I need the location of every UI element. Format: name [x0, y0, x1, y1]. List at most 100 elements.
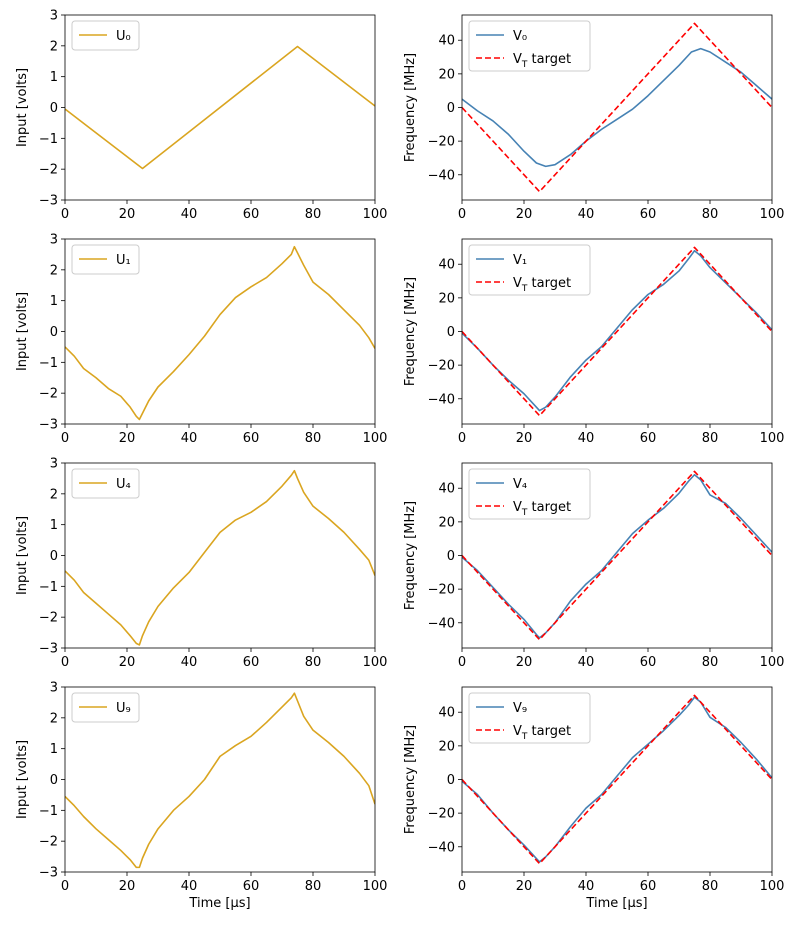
- y-tick-label: 3: [50, 681, 58, 696]
- y-tick-label: 40: [438, 482, 455, 497]
- y-tick-label: −40: [428, 168, 455, 183]
- x-tick-label: 100: [760, 431, 785, 446]
- panel-u1: 0 20 40 60 80 100 −3 −2 −1 0 1 2 3 Input [volts] U₁: [15, 233, 387, 447]
- y-tick-label: −1: [39, 356, 58, 371]
- y-tick-label: 0: [447, 773, 455, 788]
- x-axis-label: Time [μs]: [585, 896, 647, 911]
- y-tick-label: −1: [39, 580, 58, 595]
- x-tick-label: 100: [363, 431, 388, 446]
- legend: U₉: [71, 692, 140, 723]
- x-tick-label: 0: [458, 207, 466, 222]
- legend: V₁ VT target: [468, 244, 591, 296]
- y-axis-label: Frequency [MHz]: [403, 53, 418, 162]
- legend: U₄: [71, 468, 140, 499]
- y-axis-label: Input [volts]: [15, 516, 30, 595]
- x-tick-label: 100: [760, 655, 785, 670]
- y-tick-label: 0: [50, 101, 58, 116]
- y-tick-label: 0: [50, 773, 58, 788]
- x-tick-label: 20: [119, 655, 136, 670]
- x-tick-label: 80: [702, 879, 719, 894]
- y-tick-label: −40: [428, 616, 455, 631]
- y-tick-label: 1: [50, 742, 58, 757]
- x-tick-label: 100: [363, 655, 388, 670]
- y-tick-label: 40: [438, 34, 455, 49]
- panel-u0: 0 20 40 60 80 100 −3 −2 −1 0 1 2 3 Input [volts] U₀: [15, 9, 387, 223]
- y-tick-label: 0: [50, 325, 58, 340]
- y-tick-label: 2: [50, 711, 58, 726]
- legend-label: V₁: [513, 253, 527, 268]
- panel-u4: 0 20 40 60 80 100 −3 −2 −1 0 1 2 3 Input [volts] U₄: [15, 457, 387, 671]
- x-tick-label: 0: [61, 431, 69, 446]
- y-tick-label: 3: [50, 457, 58, 472]
- x-tick-label: 100: [760, 207, 785, 222]
- x-tick-label: 0: [61, 879, 69, 894]
- series-line-v0-1: [462, 22, 772, 193]
- x-tick-label: 80: [305, 207, 322, 222]
- legend-label: VT target: [513, 724, 571, 742]
- legend-label: V₄: [513, 477, 527, 492]
- legend-label: U₄: [116, 477, 131, 492]
- series-line-v1-0: [462, 249, 772, 412]
- x-tick-label: 40: [578, 207, 595, 222]
- legend-label: VT target: [513, 52, 571, 70]
- series-line-v9-1: [462, 694, 772, 865]
- x-tick-label: 20: [516, 207, 533, 222]
- series-line-v4-1: [462, 470, 772, 641]
- y-axis-label: Frequency [MHz]: [403, 277, 418, 386]
- y-tick-label: −3: [39, 194, 58, 209]
- x-tick-label: 20: [516, 655, 533, 670]
- x-tick-label: 20: [119, 879, 136, 894]
- x-tick-label: 80: [702, 655, 719, 670]
- y-tick-label: 40: [438, 258, 455, 273]
- series-line-u4-0: [65, 469, 375, 646]
- y-axis-label: Input [volts]: [15, 68, 30, 147]
- y-tick-label: −3: [39, 418, 58, 433]
- legend-label: V₉: [513, 701, 527, 716]
- y-tick-label: 0: [50, 549, 58, 564]
- y-axis-label: Input [volts]: [15, 740, 30, 819]
- y-tick-label: 20: [438, 739, 455, 754]
- legend: V₉ VT target: [468, 692, 591, 744]
- series-line-v1-1: [462, 246, 772, 417]
- y-axis-label: Frequency [MHz]: [403, 725, 418, 834]
- x-tick-label: 60: [243, 655, 260, 670]
- legend-label: VT target: [513, 276, 571, 294]
- y-tick-label: 3: [50, 9, 58, 24]
- x-tick-label: 40: [578, 879, 595, 894]
- x-tick-label: 20: [516, 879, 533, 894]
- x-axis-label: Time [μs]: [188, 896, 250, 911]
- x-tick-label: 60: [640, 879, 657, 894]
- legend-label: V₀: [513, 29, 527, 44]
- legend-label: U₁: [116, 253, 131, 268]
- y-tick-label: −2: [39, 611, 58, 626]
- x-tick-label: 40: [181, 431, 198, 446]
- y-tick-label: 0: [447, 549, 455, 564]
- y-tick-label: −2: [39, 387, 58, 402]
- x-tick-label: 100: [760, 879, 785, 894]
- x-tick-label: 60: [243, 207, 260, 222]
- y-tick-label: 2: [50, 487, 58, 502]
- x-tick-label: 100: [363, 207, 388, 222]
- legend: U₀: [71, 20, 140, 51]
- y-tick-label: −3: [39, 866, 58, 881]
- y-tick-label: 40: [438, 706, 455, 721]
- x-tick-label: 60: [640, 655, 657, 670]
- x-tick-label: 40: [181, 655, 198, 670]
- x-tick-label: 0: [458, 879, 466, 894]
- y-tick-label: 20: [438, 515, 455, 530]
- y-tick-label: 2: [50, 39, 58, 54]
- y-tick-label: −40: [428, 840, 455, 855]
- panel-v9: 0 20 40 60 80 100 −40 −20 0 20 40 Frequency [MHz] Ti…: [403, 686, 785, 911]
- series-line-v4-0: [462, 473, 772, 639]
- panel-v1: 0 20 40 60 80 100 −40 −20 0 20 40 Frequency [MHz] V₁…: [403, 238, 785, 446]
- y-tick-label: −20: [428, 583, 455, 598]
- x-tick-label: 80: [305, 431, 322, 446]
- y-tick-label: 1: [50, 70, 58, 85]
- x-tick-label: 60: [640, 431, 657, 446]
- panel-u9: 0 20 40 60 80 100 −3 −2 −1 0 1 2 3 Input [volts] Time …: [15, 681, 387, 912]
- y-axis-label: Input [volts]: [15, 292, 30, 371]
- legend-label: U₉: [116, 701, 131, 716]
- y-tick-label: −2: [39, 163, 58, 178]
- legend: U₁: [71, 244, 140, 275]
